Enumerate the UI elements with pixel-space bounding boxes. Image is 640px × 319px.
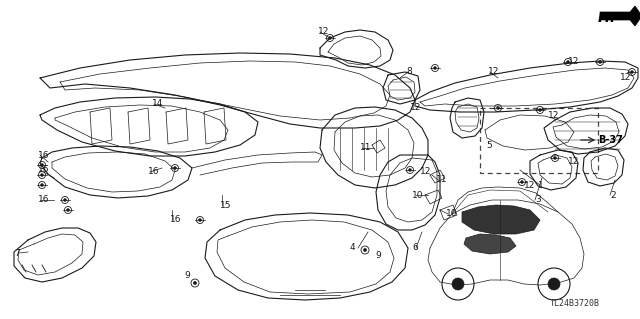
Text: 4: 4 (350, 243, 356, 253)
Text: 15: 15 (220, 201, 232, 210)
Text: 1: 1 (538, 181, 544, 189)
Text: 7: 7 (14, 249, 20, 257)
Text: B-37: B-37 (598, 135, 623, 145)
Text: 12: 12 (318, 27, 330, 36)
Text: 8: 8 (406, 68, 412, 77)
Circle shape (539, 108, 541, 111)
Text: 10: 10 (412, 190, 424, 199)
Text: 5: 5 (486, 140, 492, 150)
Circle shape (520, 181, 524, 183)
Text: 12: 12 (524, 181, 536, 189)
Text: 14: 14 (152, 100, 163, 108)
Circle shape (408, 169, 412, 171)
Text: 6: 6 (412, 243, 418, 253)
Circle shape (328, 37, 332, 40)
Text: 16: 16 (38, 151, 49, 160)
Circle shape (63, 199, 67, 201)
Text: 16: 16 (170, 216, 182, 225)
Polygon shape (462, 205, 540, 234)
Text: 12: 12 (420, 167, 431, 176)
Text: 12: 12 (568, 158, 579, 167)
Text: 12: 12 (548, 110, 559, 120)
Circle shape (548, 278, 560, 290)
Circle shape (497, 107, 499, 109)
Text: 9: 9 (184, 271, 189, 280)
Text: 10: 10 (446, 210, 458, 219)
Circle shape (40, 164, 44, 167)
Polygon shape (464, 234, 516, 254)
Circle shape (198, 219, 202, 221)
Circle shape (630, 70, 634, 73)
Circle shape (598, 61, 602, 63)
Text: TL24B3720B: TL24B3720B (550, 299, 600, 308)
Text: 3: 3 (535, 196, 541, 204)
Text: 16: 16 (38, 166, 49, 174)
Text: 9: 9 (375, 250, 381, 259)
Circle shape (173, 167, 177, 169)
Circle shape (193, 281, 196, 285)
Circle shape (40, 174, 44, 176)
Circle shape (434, 67, 436, 70)
Text: 16: 16 (148, 167, 159, 176)
Circle shape (40, 184, 44, 186)
Circle shape (452, 278, 464, 290)
Text: 12: 12 (488, 68, 499, 77)
Circle shape (566, 61, 570, 63)
Text: 12: 12 (568, 57, 579, 66)
Text: 12: 12 (620, 73, 632, 83)
Text: 12: 12 (410, 102, 421, 112)
Circle shape (67, 209, 69, 211)
Text: Fr.: Fr. (598, 11, 616, 25)
Circle shape (364, 249, 367, 252)
Circle shape (554, 157, 556, 160)
Text: 11: 11 (436, 175, 447, 184)
Text: 2: 2 (610, 190, 616, 199)
Text: 16: 16 (38, 196, 49, 204)
Text: 11: 11 (360, 144, 371, 152)
Polygon shape (600, 6, 640, 26)
